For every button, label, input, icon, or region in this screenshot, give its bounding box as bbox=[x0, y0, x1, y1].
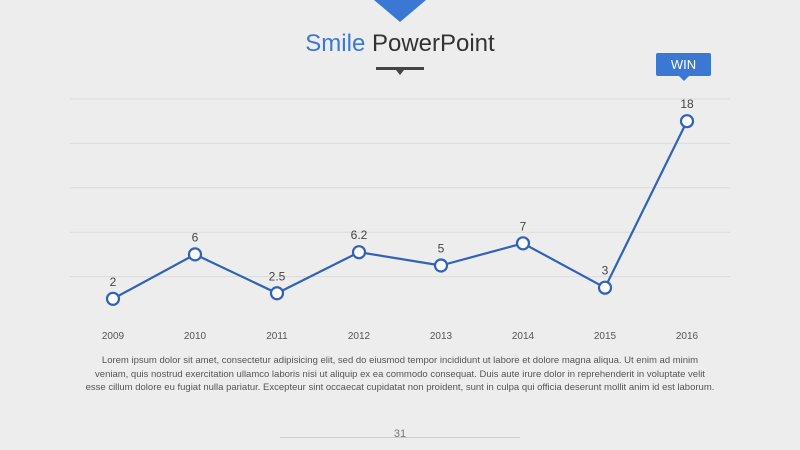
win-badge: WIN bbox=[656, 53, 711, 81]
x-tick-label: 2011 bbox=[266, 331, 288, 342]
title-main: PowerPoint bbox=[371, 30, 495, 57]
page-number: 31 bbox=[393, 428, 407, 440]
x-tick-label: 2012 bbox=[348, 331, 371, 342]
data-label: 7 bbox=[520, 219, 527, 233]
data-point bbox=[433, 258, 449, 273]
data-point bbox=[187, 247, 203, 262]
x-tick-label: 2014 bbox=[512, 331, 535, 342]
slide-title: Smile PowerPoint bbox=[0, 30, 800, 58]
data-label: 6 bbox=[192, 230, 199, 244]
data-label: 6.2 bbox=[351, 228, 368, 242]
x-tick-label: 2016 bbox=[676, 331, 699, 342]
title-underline-pointer bbox=[396, 70, 404, 75]
data-point bbox=[515, 236, 531, 251]
data-label: 3 bbox=[602, 264, 609, 278]
title-accent: Smile bbox=[305, 30, 366, 57]
data-point bbox=[269, 286, 285, 301]
series-line bbox=[112, 120, 688, 300]
title-underline bbox=[376, 67, 424, 70]
x-tick-label: 2015 bbox=[594, 331, 617, 342]
top-triangle-decoration bbox=[374, 0, 426, 22]
data-label: 2.5 bbox=[269, 269, 286, 283]
data-label: 2 bbox=[110, 275, 117, 289]
data-point bbox=[679, 114, 695, 129]
body-paragraph: Lorem ipsum dolor sit amet, consectetur … bbox=[85, 355, 715, 393]
data-label: 18 bbox=[680, 97, 694, 111]
data-point bbox=[351, 245, 367, 260]
x-tick-label: 2010 bbox=[184, 331, 207, 342]
data-label: 5 bbox=[438, 242, 445, 256]
data-point bbox=[597, 280, 613, 295]
x-tick-label: 2009 bbox=[102, 331, 125, 342]
footer-divider bbox=[280, 437, 520, 438]
data-point bbox=[105, 291, 121, 306]
x-tick-label: 2013 bbox=[430, 331, 453, 342]
